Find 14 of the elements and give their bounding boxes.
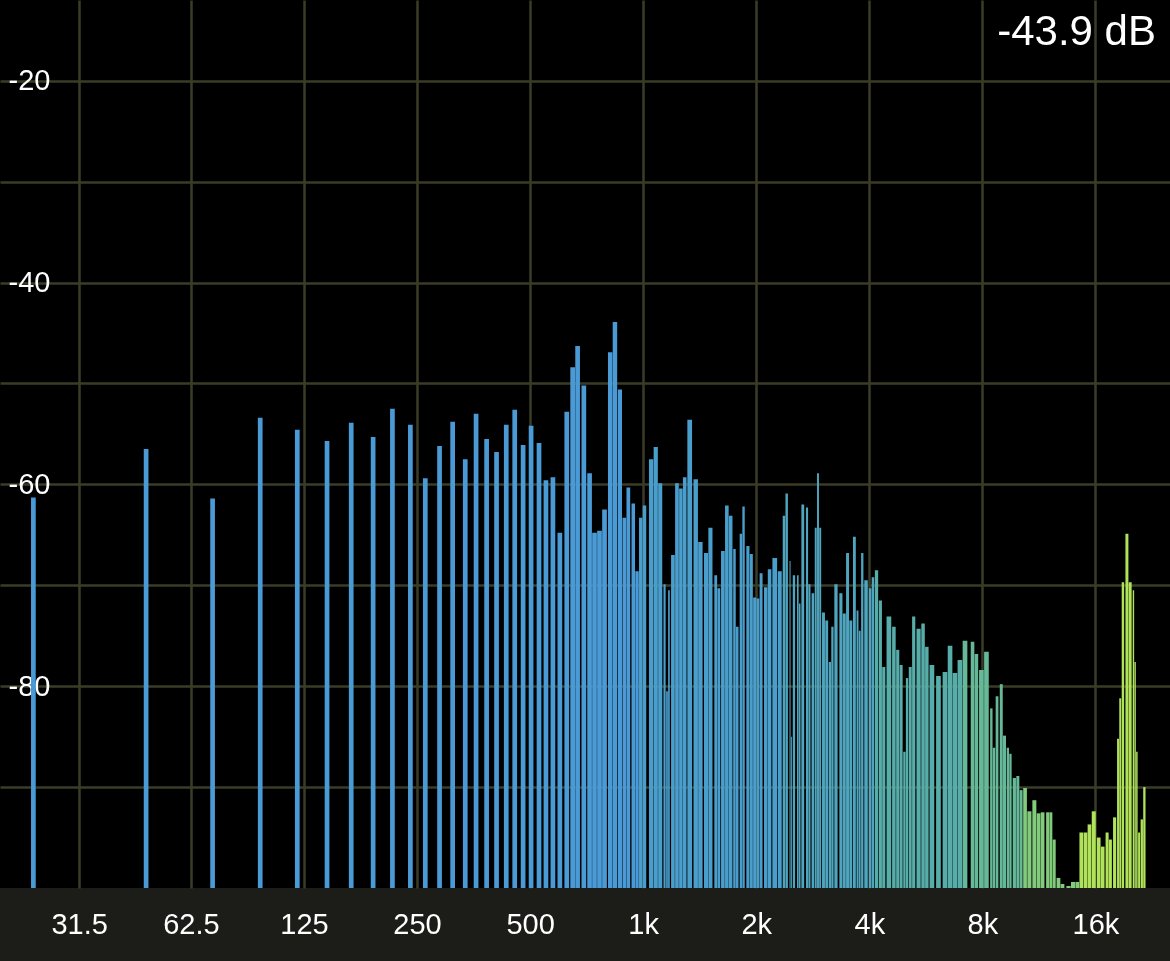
y-tick-label: -20 bbox=[8, 64, 51, 97]
y-tick-label: -40 bbox=[8, 266, 51, 299]
x-tick-label: 16k bbox=[1072, 907, 1120, 940]
x-tick-label: 31.5 bbox=[51, 907, 108, 940]
x-tick-label: 500 bbox=[506, 907, 555, 940]
x-tick-label: 125 bbox=[280, 907, 329, 940]
x-tick-label: 2k bbox=[741, 907, 773, 940]
y-tick-label: -60 bbox=[8, 467, 51, 500]
x-tick-label: 1k bbox=[628, 907, 660, 940]
x-tick-label: 250 bbox=[393, 907, 442, 940]
x-tick-label: 62.5 bbox=[163, 907, 220, 940]
x-tick-label: 4k bbox=[854, 907, 886, 940]
annotation: -43.9 dB bbox=[997, 7, 1156, 54]
x-tick-label: 8k bbox=[967, 907, 999, 940]
